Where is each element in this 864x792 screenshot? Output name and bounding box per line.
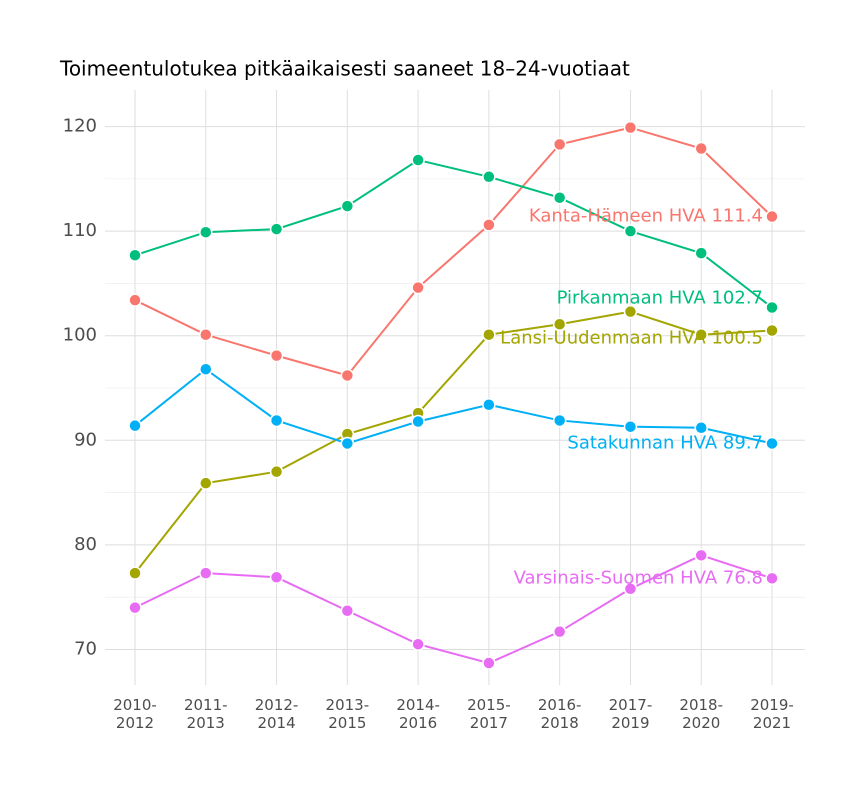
point <box>482 656 496 670</box>
point <box>340 368 355 383</box>
point <box>128 600 142 615</box>
point <box>269 570 284 585</box>
point <box>694 141 708 156</box>
series-line <box>134 126 773 377</box>
series-line <box>134 554 773 665</box>
x-tick-label: 2011-2013 <box>184 696 228 732</box>
point <box>411 153 425 167</box>
y-tick-label: 90 <box>74 429 97 450</box>
point <box>694 246 708 260</box>
point <box>623 582 638 596</box>
point <box>128 293 142 307</box>
point <box>340 199 355 213</box>
series-label: Kanta-Hämeen HVA 111.4 <box>529 206 763 227</box>
point <box>765 436 779 451</box>
point <box>128 248 142 262</box>
point <box>128 418 142 433</box>
series-label: Länsi-Uudenmaan HVA 100.5 <box>500 328 763 349</box>
x-tick-label: 2015-2017 <box>467 696 511 732</box>
point <box>269 464 284 479</box>
point <box>199 225 213 239</box>
point <box>694 327 708 342</box>
chart-title: Toimeentulotukea pitkäaikaisesti saaneet… <box>59 57 630 81</box>
point <box>340 436 355 451</box>
point <box>482 218 496 232</box>
point <box>552 190 567 205</box>
point <box>694 548 708 563</box>
point <box>482 170 496 184</box>
series-line <box>134 158 773 309</box>
x-tick-label: 2016-2018 <box>538 696 582 732</box>
point <box>269 348 284 363</box>
series-label: Pirkanmaan HVA 102.7 <box>557 288 763 309</box>
point <box>552 413 567 428</box>
point <box>199 566 213 580</box>
point <box>411 280 425 295</box>
point <box>199 362 213 376</box>
x-tick-label: 2017-2019 <box>609 696 653 732</box>
point <box>552 317 567 331</box>
point <box>694 421 708 435</box>
point <box>269 413 284 428</box>
point <box>552 137 567 152</box>
x-tick-label: 2019-2021 <box>750 696 794 732</box>
y-tick-label: 100 <box>63 325 97 346</box>
x-tick-label: 2012-2014 <box>255 696 299 732</box>
x-tick-label: 2018-2020 <box>679 696 723 732</box>
series-line <box>134 367 773 445</box>
point <box>765 209 779 224</box>
point <box>411 637 425 651</box>
point <box>765 323 779 338</box>
point <box>411 414 425 429</box>
point <box>623 120 638 135</box>
point <box>623 304 638 319</box>
point <box>765 300 779 315</box>
point <box>340 604 355 618</box>
y-tick-label: 120 <box>63 116 97 137</box>
x-tick-label: 2013-2015 <box>326 696 370 732</box>
point <box>482 398 496 412</box>
x-tick-label: 2010-2012 <box>113 696 157 732</box>
point <box>199 476 213 490</box>
series-label: Satakunnan HVA 89.7 <box>567 432 763 453</box>
y-tick-label: 110 <box>63 220 97 241</box>
y-tick-label: 70 <box>74 638 97 659</box>
point <box>128 566 142 580</box>
y-tick-label: 80 <box>74 534 97 555</box>
point <box>623 224 638 238</box>
series-line <box>134 310 773 574</box>
point <box>482 327 496 342</box>
x-tick-label: 2014-2016 <box>396 696 440 732</box>
point <box>199 327 213 342</box>
series-label: Varsinais-Suomen HVA 76.8 <box>514 567 763 588</box>
point <box>552 624 567 639</box>
point <box>269 222 284 236</box>
point <box>623 419 638 434</box>
point <box>765 571 779 586</box>
